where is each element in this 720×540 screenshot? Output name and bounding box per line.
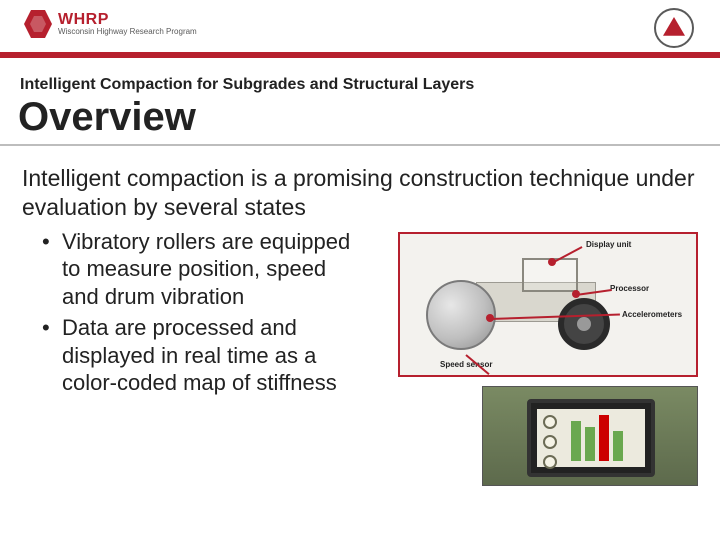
wheel-icon xyxy=(558,298,610,350)
roller-icon xyxy=(426,264,616,350)
bullet-item: Vibratory rollers are equipped to measur… xyxy=(22,228,352,311)
chart-bar xyxy=(599,415,609,461)
logo-title: WHRP xyxy=(58,12,197,28)
bullet-item: Data are processed and displayed in real… xyxy=(22,314,352,397)
drum-icon xyxy=(426,280,496,350)
whrp-logo-icon xyxy=(24,10,52,38)
content: Intelligent compaction is a promising co… xyxy=(0,146,720,401)
logo: WHRP Wisconsin Highway Research Program xyxy=(24,10,197,38)
label-processor: Processor xyxy=(610,284,649,293)
header: WHRP Wisconsin Highway Research Program xyxy=(0,0,720,58)
chart-bar xyxy=(613,431,623,461)
label-speed: Speed sensor xyxy=(440,360,492,369)
chart-bar xyxy=(571,421,581,461)
roller-diagram: Display unit Processor Accelerometers Sp… xyxy=(398,232,698,377)
figures: Display unit Processor Accelerometers Sp… xyxy=(360,228,698,401)
logo-subtitle: Wisconsin Highway Research Program xyxy=(58,28,197,36)
slide-subtitle: Intelligent Compaction for Subgrades and… xyxy=(20,76,720,94)
gauge-icon xyxy=(543,415,557,429)
monitor-screen xyxy=(537,409,645,467)
monitor-icon xyxy=(527,399,655,477)
bullet-list: Vibratory rollers are equipped to measur… xyxy=(22,228,352,401)
seal-triangle-icon xyxy=(663,17,685,39)
label-display: Display unit xyxy=(586,240,631,249)
gauge-icon xyxy=(543,455,557,469)
chart-bar xyxy=(585,427,595,461)
gauge-icon xyxy=(543,435,557,449)
label-accel: Accelerometers xyxy=(622,310,682,319)
logo-text: WHRP Wisconsin Highway Research Program xyxy=(58,12,197,36)
columns: Vibratory rollers are equipped to measur… xyxy=(22,228,698,401)
slide-title: Overview xyxy=(18,96,720,138)
monitor-photo xyxy=(482,386,698,486)
state-seal-icon xyxy=(654,8,694,48)
intro-text: Intelligent compaction is a promising co… xyxy=(22,164,698,222)
